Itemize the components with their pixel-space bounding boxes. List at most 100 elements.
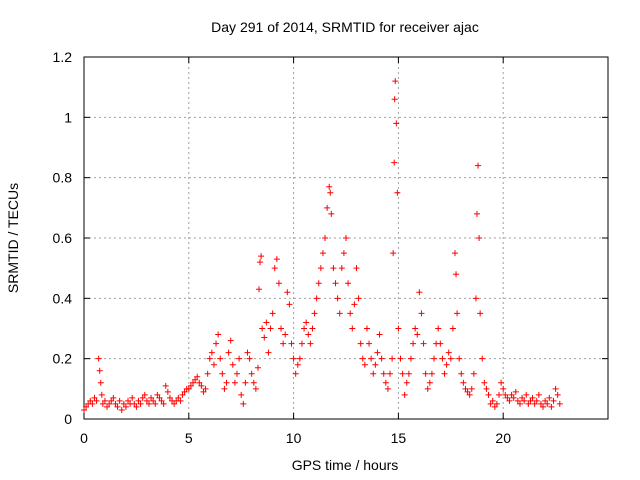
data-point bbox=[345, 280, 352, 287]
data-point bbox=[445, 349, 452, 356]
data-point bbox=[403, 379, 410, 386]
y-tick-label: 0.4 bbox=[53, 290, 73, 306]
data-point bbox=[487, 400, 494, 407]
data-point bbox=[336, 310, 343, 317]
data-point bbox=[428, 370, 435, 377]
data-point bbox=[99, 400, 106, 407]
data-point bbox=[294, 361, 301, 368]
data-point bbox=[98, 391, 105, 398]
data-point bbox=[286, 301, 293, 308]
data-point bbox=[548, 403, 555, 410]
data-point bbox=[523, 391, 530, 398]
data-point bbox=[257, 259, 264, 266]
data-point bbox=[431, 355, 438, 362]
data-point bbox=[263, 319, 270, 326]
data-point bbox=[278, 325, 285, 332]
data-point bbox=[491, 403, 498, 410]
data-point bbox=[248, 370, 255, 377]
data-point bbox=[133, 403, 140, 410]
data-point bbox=[391, 159, 398, 166]
data-point bbox=[240, 400, 247, 407]
y-tick-label: 0.2 bbox=[53, 351, 73, 367]
data-point bbox=[414, 331, 421, 338]
data-point bbox=[83, 403, 90, 410]
data-point bbox=[104, 403, 111, 410]
data-point bbox=[500, 385, 507, 392]
data-point bbox=[382, 379, 389, 386]
data-point bbox=[544, 400, 551, 407]
data-point bbox=[311, 310, 318, 317]
data-point bbox=[114, 403, 121, 410]
data-point bbox=[422, 370, 429, 377]
data-point bbox=[301, 325, 308, 332]
data-point bbox=[372, 361, 379, 368]
data-point bbox=[340, 250, 347, 257]
data-point bbox=[303, 319, 310, 326]
data-point bbox=[250, 379, 257, 386]
data-point bbox=[324, 204, 331, 211]
data-point bbox=[175, 394, 182, 401]
data-point bbox=[101, 397, 108, 404]
data-point bbox=[89, 400, 96, 407]
data-point bbox=[137, 400, 144, 407]
data-point bbox=[481, 379, 488, 386]
data-point bbox=[389, 355, 396, 362]
data-point bbox=[458, 370, 465, 377]
data-point bbox=[305, 331, 312, 338]
data-point bbox=[519, 394, 526, 401]
data-point bbox=[261, 334, 268, 341]
y-tick-label: 1.2 bbox=[53, 49, 73, 65]
data-point bbox=[514, 397, 521, 404]
data-point bbox=[443, 361, 450, 368]
data-point bbox=[129, 394, 136, 401]
data-point bbox=[139, 394, 146, 401]
data-point bbox=[512, 388, 519, 395]
data-point bbox=[395, 325, 402, 332]
data-point bbox=[215, 331, 222, 338]
data-point bbox=[451, 250, 458, 257]
data-point bbox=[271, 265, 278, 272]
data-point bbox=[326, 183, 333, 190]
data-point bbox=[225, 349, 232, 356]
data-point bbox=[332, 280, 339, 287]
data-point bbox=[154, 391, 161, 398]
data-point bbox=[472, 295, 479, 302]
data-point bbox=[156, 394, 163, 401]
data-point bbox=[116, 397, 123, 404]
x-tick-label: 10 bbox=[286, 430, 302, 446]
data-point bbox=[435, 325, 442, 332]
data-point bbox=[275, 280, 282, 287]
data-point bbox=[242, 379, 249, 386]
data-point bbox=[420, 340, 427, 347]
data-point bbox=[319, 250, 326, 257]
data-point bbox=[148, 394, 155, 401]
data-point bbox=[122, 403, 129, 410]
data-point bbox=[315, 280, 322, 287]
data-point bbox=[483, 385, 490, 392]
data-point bbox=[476, 235, 483, 241]
data-point bbox=[542, 397, 549, 404]
data-point bbox=[485, 391, 492, 398]
data-point bbox=[502, 391, 509, 398]
data-point bbox=[334, 295, 341, 302]
x-axis-label: GPS time / hours bbox=[292, 457, 399, 473]
data-point bbox=[288, 340, 295, 347]
data-point bbox=[135, 397, 142, 404]
data-point bbox=[554, 391, 561, 398]
data-point bbox=[234, 370, 241, 377]
data-point bbox=[265, 349, 272, 356]
data-point bbox=[189, 379, 196, 386]
data-point bbox=[437, 340, 444, 347]
data-point bbox=[330, 265, 337, 272]
x-tick-label: 5 bbox=[185, 430, 193, 446]
data-point bbox=[552, 385, 559, 392]
data-point bbox=[508, 391, 515, 398]
data-point bbox=[510, 394, 517, 401]
data-point bbox=[453, 271, 460, 278]
data-point bbox=[546, 394, 553, 401]
data-point bbox=[327, 189, 334, 196]
data-point bbox=[537, 400, 544, 407]
data-point bbox=[108, 397, 115, 404]
data-point bbox=[531, 400, 538, 407]
x-tick-label: 20 bbox=[495, 430, 511, 446]
